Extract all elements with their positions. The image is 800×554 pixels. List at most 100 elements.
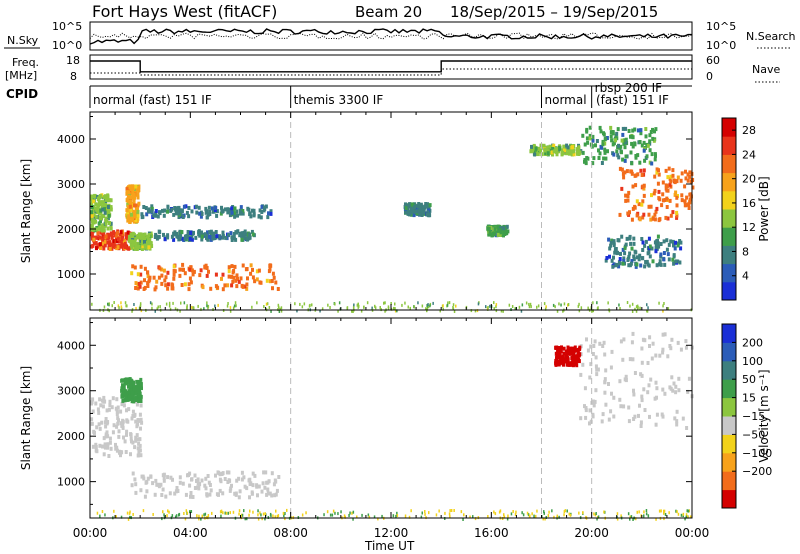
data-cell (123, 439, 127, 444)
data-cell (676, 510, 678, 514)
data-cell (264, 512, 266, 516)
data-cell (552, 303, 555, 307)
data-cell (227, 269, 231, 274)
data-cell (111, 304, 113, 308)
data-cell (514, 307, 516, 311)
data-cell (265, 278, 269, 283)
date-range: 18/Sep/2015 – 19/Sep/2015 (450, 3, 658, 21)
data-cell (109, 446, 113, 451)
data-cell (103, 207, 107, 212)
data-cell (666, 188, 670, 193)
data-cell (623, 145, 627, 150)
data-cell (137, 450, 141, 455)
data-cell (121, 391, 125, 396)
data-cell (679, 246, 683, 251)
data-cell (139, 453, 143, 458)
data-cell (90, 224, 94, 229)
data-cell (166, 282, 170, 287)
data-cell (230, 238, 234, 242)
data-cell (477, 302, 480, 306)
data-cell (604, 368, 608, 373)
data-cell (691, 185, 695, 190)
data-cell (619, 339, 623, 344)
data-cell (132, 380, 135, 385)
colorbar-segment (722, 342, 736, 362)
data-cell (97, 410, 101, 415)
colorbar-segment (722, 416, 736, 435)
data-cell (503, 515, 506, 519)
data-cell (637, 307, 639, 311)
data-cell (91, 397, 95, 402)
data-cell (203, 232, 207, 237)
data-cell (646, 361, 650, 365)
data-cell (632, 518, 634, 521)
data-cell (135, 402, 139, 407)
data-cell (684, 169, 687, 174)
data-cell (568, 362, 572, 367)
data-cell (554, 149, 558, 154)
data-cell (133, 477, 137, 482)
data-cell (214, 304, 216, 308)
data-cell (609, 134, 613, 139)
data-cell (140, 309, 143, 313)
data-cell (230, 274, 234, 279)
data-cell (688, 192, 692, 197)
data-cell (237, 279, 241, 284)
data-cell (610, 258, 614, 263)
data-cell (635, 262, 639, 267)
data-cell (621, 132, 625, 137)
data-cell (139, 377, 143, 382)
data-cell (251, 267, 254, 272)
data-cell (564, 349, 568, 354)
data-cell (121, 241, 124, 246)
data-cell (506, 517, 509, 521)
data-cell (90, 230, 94, 235)
data-cell (647, 250, 651, 254)
data-cell (208, 212, 212, 216)
data-cell (593, 512, 595, 516)
data-cell (245, 282, 249, 287)
data-cell (188, 236, 192, 241)
data-cell (632, 392, 636, 397)
data-cell (249, 271, 253, 276)
data-cell (666, 252, 670, 257)
data-cell (655, 242, 658, 247)
data-cell (269, 211, 273, 216)
data-cell (408, 515, 411, 519)
data-cell (636, 172, 640, 177)
data-cell (277, 514, 280, 518)
data-cell (607, 301, 609, 305)
data-cell (407, 305, 409, 309)
data-cell (629, 304, 631, 308)
data-cell (138, 395, 142, 400)
data-cell (270, 309, 272, 313)
data-cell (114, 406, 118, 411)
data-cell (257, 517, 260, 521)
data-cell (98, 397, 102, 402)
data-cell (121, 234, 125, 239)
data-cell (641, 337, 645, 342)
data-cell (676, 340, 680, 345)
data-cell (629, 241, 633, 246)
data-cell (208, 483, 212, 487)
data-cell (150, 209, 154, 214)
data-cell (110, 235, 114, 240)
data-cell (120, 301, 122, 305)
data-cell (244, 267, 248, 272)
colorbar-segment (722, 209, 736, 228)
data-cell (623, 158, 627, 163)
data-cell (280, 306, 283, 310)
data-cell (158, 210, 161, 215)
data-cell (117, 304, 120, 308)
data-cell (594, 364, 598, 369)
data-cell (105, 408, 109, 413)
data-cell (562, 351, 566, 356)
data-cell (248, 235, 252, 240)
data-cell (578, 511, 580, 515)
data-cell (569, 513, 572, 517)
data-cell (535, 151, 539, 156)
data-cell (633, 127, 637, 132)
data-cell (181, 214, 185, 219)
data-cell (675, 210, 679, 215)
data-cell (640, 398, 644, 403)
